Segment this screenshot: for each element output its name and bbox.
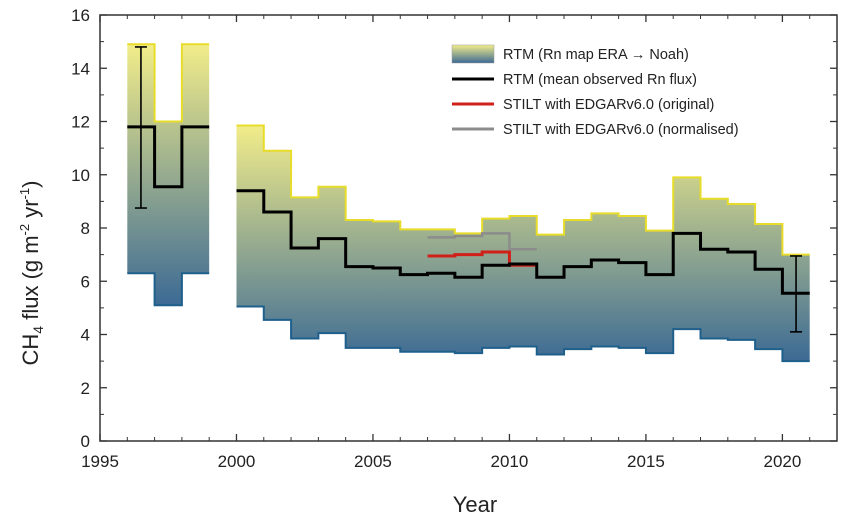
x-tick-label-2020: 2020 bbox=[763, 452, 801, 471]
rtm-band-lower-edge-1 bbox=[236, 305, 810, 363]
x-tick-label-2000: 2000 bbox=[218, 452, 256, 471]
legend-label-stilt-normalised: STILT with EDGARv6.0 (normalised) bbox=[503, 122, 739, 138]
y-tick-label-4: 4 bbox=[81, 326, 90, 345]
y-tick-label-12: 12 bbox=[71, 113, 90, 132]
x-tick-label-2005: 2005 bbox=[354, 452, 392, 471]
rtm-mean-line-0 bbox=[127, 125, 210, 189]
y-tick-label-6: 6 bbox=[81, 272, 90, 291]
stilt-normalised-line-0 bbox=[427, 232, 537, 251]
rtm-band-lower-edge-0 bbox=[127, 272, 210, 307]
series-layer bbox=[127, 46, 810, 333]
y-tick-label-0: 0 bbox=[81, 432, 90, 451]
legend-label-stilt-original: STILT with EDGARv6.0 (original) bbox=[503, 97, 714, 113]
legend: RTM (Rn map ERA → Noah) RTM (mean observ… bbox=[451, 44, 739, 138]
y-tick-label-10: 10 bbox=[71, 166, 90, 185]
x-tick-label-1995: 1995 bbox=[81, 452, 119, 471]
axes-layer: 1995 2000 2005 2010 2015 2020 0 2 4 6 8 10 12 14 16 bbox=[71, 6, 838, 471]
legend-label-rtm-band: RTM (Rn map ERA → Noah) bbox=[503, 47, 689, 63]
y-axis-title: CH4 flux (g m-2 yr-1) bbox=[17, 181, 46, 366]
rtm-band-layer bbox=[127, 43, 810, 363]
x-tick-label-2015: 2015 bbox=[627, 452, 665, 471]
rtm-band-upper-edge-1 bbox=[236, 124, 810, 256]
y-tick-label-14: 14 bbox=[71, 59, 90, 78]
y-tick-label-16: 16 bbox=[71, 6, 90, 25]
rtm-band-upper-edge-0 bbox=[127, 43, 210, 123]
rtm-band-area-0 bbox=[127, 44, 210, 306]
y-tick-label-8: 8 bbox=[81, 219, 90, 238]
y-tick-label-2: 2 bbox=[81, 379, 90, 398]
legend-swatch-rtm-band bbox=[451, 44, 495, 64]
legend-label-rtm-mean: RTM (mean observed Rn flux) bbox=[503, 72, 697, 88]
x-tick-label-2010: 2010 bbox=[491, 452, 529, 471]
x-axis-title: Year bbox=[453, 492, 497, 517]
rtm-mean-line-1 bbox=[236, 189, 810, 295]
rtm-band-area-1 bbox=[236, 125, 810, 362]
